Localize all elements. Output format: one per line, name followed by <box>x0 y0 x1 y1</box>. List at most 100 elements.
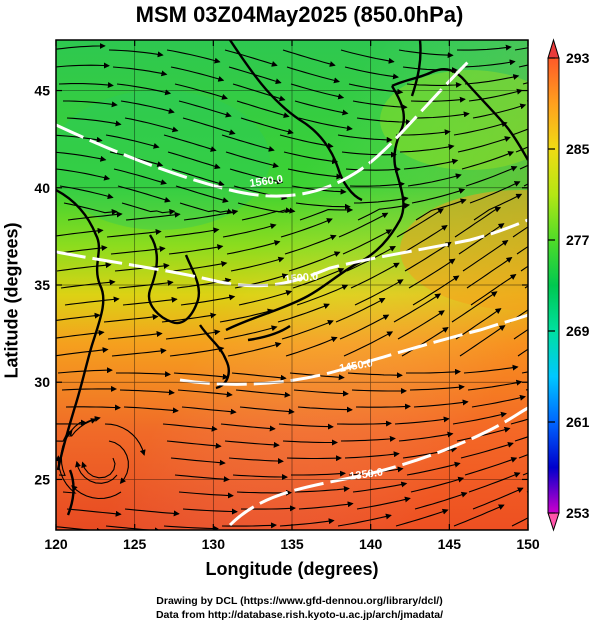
streamline <box>397 310 445 340</box>
streamline <box>103 314 159 323</box>
streamline <box>56 526 103 530</box>
streamline <box>410 476 465 493</box>
streamline <box>291 470 346 477</box>
streamline <box>58 82 114 88</box>
streamline <box>396 129 451 136</box>
map-title: MSM 03Z04May2025 (850.0hPa) <box>135 2 464 27</box>
streamline <box>453 121 508 136</box>
streamline <box>106 229 162 238</box>
streamline <box>472 103 527 119</box>
streamline <box>287 168 343 180</box>
streamline <box>468 88 523 102</box>
streamline <box>355 403 411 410</box>
streamline <box>56 312 101 322</box>
streamline <box>232 474 288 481</box>
streamline <box>356 496 411 510</box>
streamline <box>182 117 236 135</box>
grid-lines <box>56 40 528 530</box>
streamline <box>400 225 448 255</box>
streamline <box>123 406 179 414</box>
streamline <box>399 143 455 153</box>
streamline <box>352 481 408 493</box>
streamline <box>471 394 526 408</box>
x-axis-ticks: 120 125 130 135 140 145 150 <box>44 40 540 552</box>
streamline <box>169 346 225 357</box>
streamline <box>343 331 394 357</box>
streamline <box>221 134 275 152</box>
streamline <box>394 416 450 425</box>
streamline <box>294 100 349 116</box>
streamline <box>297 406 353 413</box>
streamline <box>460 441 514 459</box>
streamline <box>179 202 234 215</box>
streamline <box>121 202 176 215</box>
streamline <box>457 136 511 153</box>
streamline <box>516 245 528 255</box>
coastline-taiwan <box>66 469 75 516</box>
streamline <box>348 83 404 95</box>
coastline-korea <box>147 234 201 325</box>
streamline <box>290 83 345 100</box>
streamline <box>340 49 395 64</box>
streamline <box>352 100 408 111</box>
streamline <box>285 336 338 357</box>
y-tick-label: 35 <box>34 277 50 293</box>
streamline <box>462 240 509 272</box>
streamline <box>119 389 175 396</box>
streamline <box>278 423 334 430</box>
streamline <box>517 348 528 357</box>
streamline <box>357 202 411 221</box>
streamline <box>56 134 103 143</box>
streamline <box>81 457 116 479</box>
streamline <box>513 328 528 340</box>
streamline <box>414 491 468 510</box>
streamline <box>468 472 521 493</box>
streamline <box>515 146 528 153</box>
streamline <box>64 296 120 306</box>
streamline <box>241 207 296 221</box>
streamline <box>339 314 390 340</box>
streamline <box>279 518 335 527</box>
streamline <box>464 74 520 85</box>
streamline <box>63 202 118 215</box>
streamline <box>283 151 339 165</box>
streamline <box>236 100 290 119</box>
colorbar-tick-label: 285 <box>566 141 590 157</box>
streamline <box>108 440 129 484</box>
contour-label: 1450.0 <box>338 357 373 375</box>
streamline <box>404 241 452 272</box>
streamline <box>114 262 170 272</box>
streamline <box>232 83 286 102</box>
streamline <box>286 66 340 84</box>
y-axis-label: Latitude (degrees) <box>1 222 22 379</box>
streamline <box>344 66 399 80</box>
streamline <box>514 47 528 51</box>
streamline <box>165 329 221 340</box>
x-tick-label: 130 <box>202 536 226 552</box>
coastline-honshu <box>225 85 406 332</box>
streamline <box>111 347 167 357</box>
streamline <box>413 399 469 408</box>
streamline <box>239 406 295 415</box>
streamline <box>459 325 506 357</box>
streamline <box>237 202 292 214</box>
y-axis-ticks: 25 30 35 40 45 <box>34 83 528 487</box>
streamline <box>175 185 229 203</box>
colorbar-body <box>547 57 560 514</box>
streamline <box>406 461 461 476</box>
x-tick-label: 140 <box>359 536 383 552</box>
streamline <box>295 202 351 210</box>
coastline-sakhalin <box>410 40 422 97</box>
colorbar-top-triangle <box>547 38 560 59</box>
streamline <box>229 168 284 185</box>
streamline <box>238 290 293 306</box>
streamline <box>166 440 222 449</box>
streamline <box>183 209 239 221</box>
streamline <box>288 251 341 272</box>
streamline <box>105 525 161 530</box>
streamline <box>112 66 168 77</box>
streamline <box>398 49 454 59</box>
streamline <box>108 49 164 58</box>
streamline <box>172 260 228 272</box>
